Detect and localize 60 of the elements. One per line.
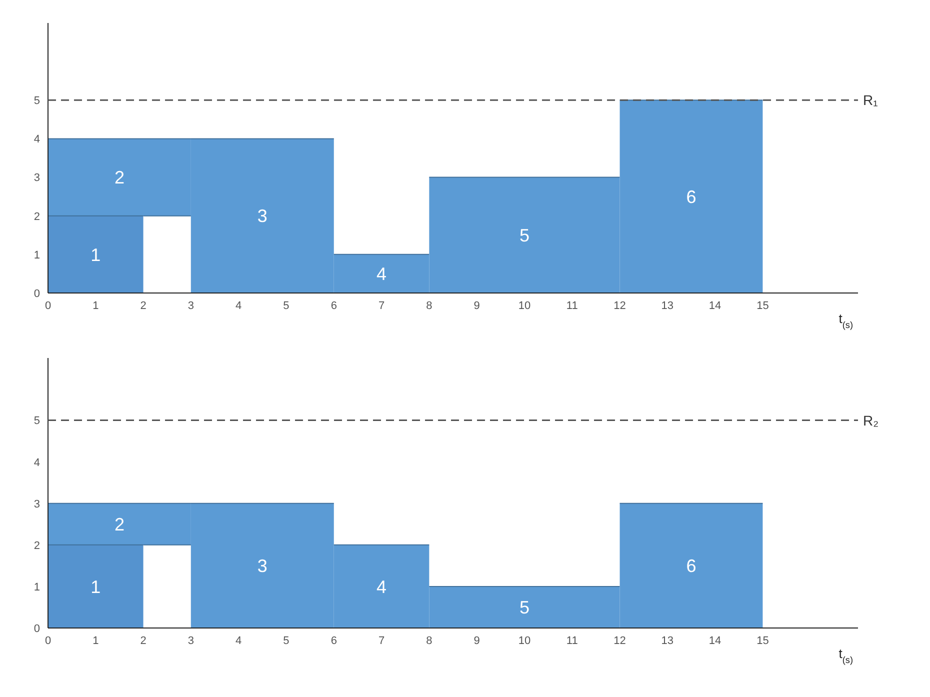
x-tick-label: 9 <box>474 300 480 312</box>
x-tick-label: 3 <box>188 300 194 312</box>
x-tick-label: 2 <box>140 634 146 647</box>
x-tick-label: 14 <box>708 300 722 312</box>
series-label: 2 <box>114 168 124 188</box>
series-label: 6 <box>686 556 696 576</box>
x-tick-label: 4 <box>236 634 242 647</box>
y-tick-label: 2 <box>34 540 40 552</box>
series-label: 3 <box>257 206 268 226</box>
ref-line-label: R₁ <box>863 92 878 108</box>
x-axis-title: t$_{(s)}$ <box>838 646 853 665</box>
x-tick-label: 7 <box>378 634 385 647</box>
series-label: 4 <box>376 264 387 284</box>
x-tick-label: 8 <box>426 300 432 312</box>
x-tick-label: 7 <box>378 300 385 312</box>
x-tick-label: 10 <box>518 300 531 312</box>
x-tick-label: 12 <box>614 300 626 312</box>
y-tick-label: 4 <box>34 456 40 469</box>
y-tick-label: 4 <box>34 134 40 146</box>
series-label: 4 <box>376 576 387 597</box>
series-label: 1 <box>90 576 101 597</box>
x-tick-label: 1 <box>92 300 99 312</box>
series-label: 6 <box>686 186 696 207</box>
x-tick-label: 13 <box>661 300 674 312</box>
y-tick-label: 3 <box>34 498 40 510</box>
y-tick-label: 2 <box>34 210 40 223</box>
x-tick-label: 1 <box>92 634 99 647</box>
x-tick-label: 15 <box>756 634 769 647</box>
x-tick-label: 11 <box>566 300 578 312</box>
x-tick-label: 2 <box>140 300 146 312</box>
x-tick-label: 6 <box>330 300 337 312</box>
x-tick-label: 8 <box>426 634 432 647</box>
x-tick-label: 0 <box>44 300 52 312</box>
series-label: 2 <box>114 514 124 535</box>
series-label: 3 <box>257 556 268 576</box>
x-axis-title: t$_{(s)}$ <box>838 311 853 330</box>
x-tick-label: 10 <box>518 634 531 647</box>
series-label: 1 <box>90 244 101 265</box>
x-tick-label: 15 <box>756 300 769 312</box>
series-label: 5 <box>519 598 530 618</box>
x-tick-label: 5 <box>283 634 290 647</box>
y-tick-label: 5 <box>34 415 40 428</box>
x-tick-label: 3 <box>188 634 194 647</box>
series-label: 5 <box>519 226 530 246</box>
x-tick-label: 0 <box>44 634 52 647</box>
y-tick-label: 1 <box>34 581 40 594</box>
x-tick-label: 4 <box>236 300 242 312</box>
x-tick-label: 6 <box>330 634 337 647</box>
y-tick-label: 3 <box>34 172 40 184</box>
x-tick-label: 9 <box>474 634 480 647</box>
y-tick-label: 1 <box>34 249 40 262</box>
y-tick-label: 5 <box>34 95 40 108</box>
y-tick-label: 0 <box>34 288 40 300</box>
ref-line-label: R₂ <box>863 412 879 428</box>
y-tick-label: 0 <box>34 622 40 635</box>
x-tick-label: 12 <box>614 634 626 647</box>
x-tick-label: 5 <box>283 300 290 312</box>
x-tick-label: 13 <box>661 634 674 647</box>
x-tick-label: 11 <box>566 634 578 647</box>
x-tick-label: 14 <box>708 634 722 647</box>
